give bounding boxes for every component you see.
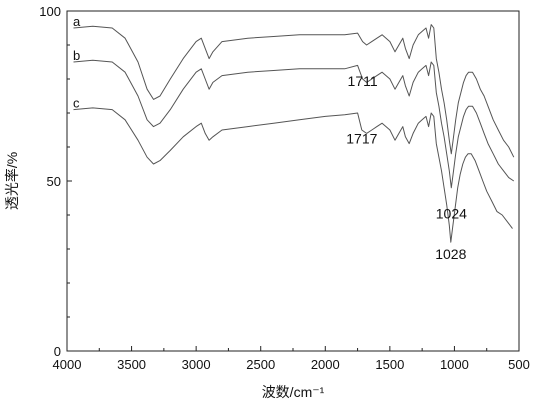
x-tick-label: 1000 xyxy=(440,357,469,372)
peak-annotations: 1711 1717 1024 1028 xyxy=(346,73,467,262)
peak-label: 1024 xyxy=(436,205,467,221)
x-tick-label: 500 xyxy=(508,357,530,372)
y-tick-label: 0 xyxy=(54,344,61,359)
x-tick-label: 4000 xyxy=(53,357,82,372)
y-axis-ticks: 0 50 100 xyxy=(39,4,72,359)
x-axis-ticks: 4000 3500 3000 2500 2000 1500 1000 500 xyxy=(53,346,530,372)
x-axis-label: 波数/cm⁻¹ xyxy=(262,384,325,400)
y-axis-label: 透光率/% xyxy=(4,152,20,210)
x-tick-label: 3500 xyxy=(117,357,146,372)
series-label-b: b xyxy=(73,48,80,63)
series-line-c xyxy=(73,107,513,243)
x-tick-label: 2500 xyxy=(246,357,275,372)
peak-label: 1717 xyxy=(346,131,377,147)
peak-label: 1711 xyxy=(348,73,378,89)
peak-label: 1028 xyxy=(435,246,466,262)
x-tick-label: 1500 xyxy=(375,357,404,372)
series-layer xyxy=(73,24,515,243)
y-tick-label: 100 xyxy=(39,4,61,19)
x-tick-label: 2000 xyxy=(311,357,340,372)
series-label-c: c xyxy=(73,96,80,111)
series-line-a xyxy=(73,24,515,158)
plot-frame xyxy=(66,10,520,352)
series-line-b xyxy=(73,59,515,189)
series-label-a: a xyxy=(73,14,81,29)
series-labels: a b c xyxy=(73,14,81,111)
x-tick-label: 3000 xyxy=(182,357,211,372)
y-tick-label: 50 xyxy=(47,174,61,189)
